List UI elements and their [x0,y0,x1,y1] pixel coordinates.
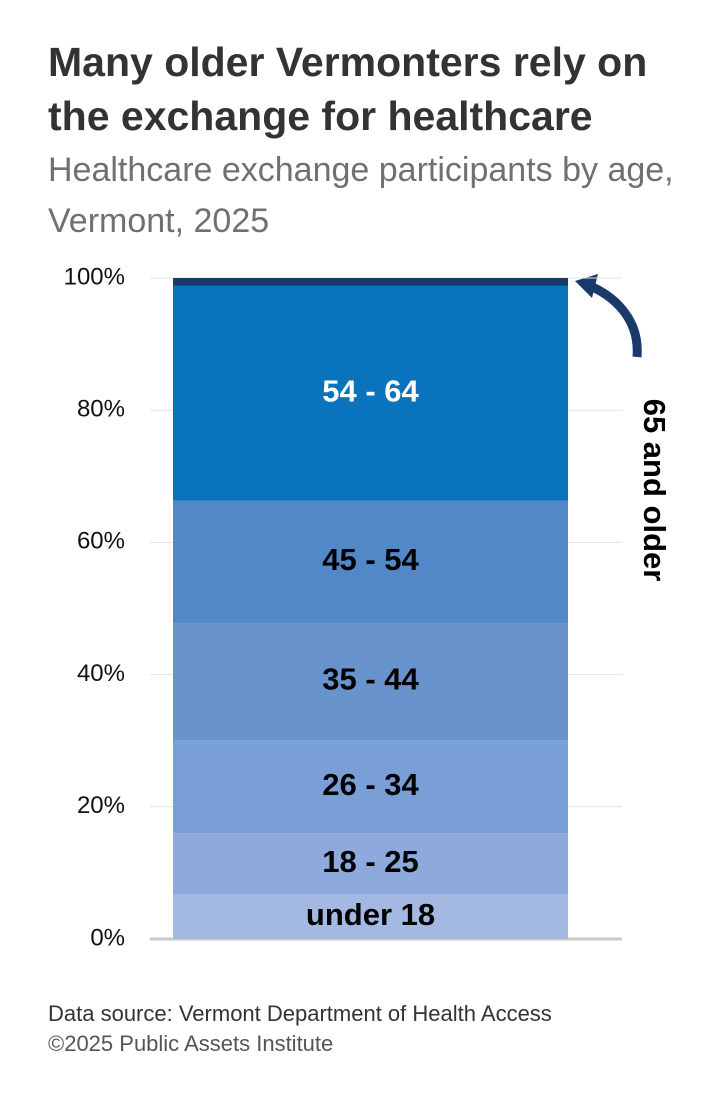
source: Data source: Vermont Department of Healt… [48,1001,552,1026]
header: Many older Vermonters rely on the exchan… [48,40,688,250]
segment-label: 54 - 64 [322,374,419,409]
y-tick-label: 20% [77,792,125,819]
bar-segment [173,500,568,624]
y-tick-label: 100% [64,263,125,290]
bar-segment [173,833,568,895]
bar-segment [173,894,568,939]
segment-label: under 18 [306,897,435,932]
bar-segment [173,623,568,741]
chart-subtitle: Healthcare exchange participants by age,… [48,151,674,240]
arrow [583,279,642,358]
bar-segment [173,285,568,501]
segment-label: 18 - 25 [322,844,419,879]
segment-label: 35 - 44 [322,662,419,697]
segment-label: 65 and older [637,399,672,582]
bar-segment [173,278,568,286]
segment-label: 26 - 34 [322,767,419,802]
arrow-head [575,274,598,298]
chart-title: Many older Vermonters rely on the exchan… [48,39,648,139]
y-tick-label: 0% [90,924,125,951]
y-tick-label: 60% [77,528,125,555]
y-tick-label: 40% [77,660,125,687]
bar-segment [173,740,568,834]
y-tick-label: 80% [77,396,125,423]
segment-label: 45 - 54 [322,542,419,577]
copyright: ©2025 Public Assets Institute [48,1031,334,1056]
